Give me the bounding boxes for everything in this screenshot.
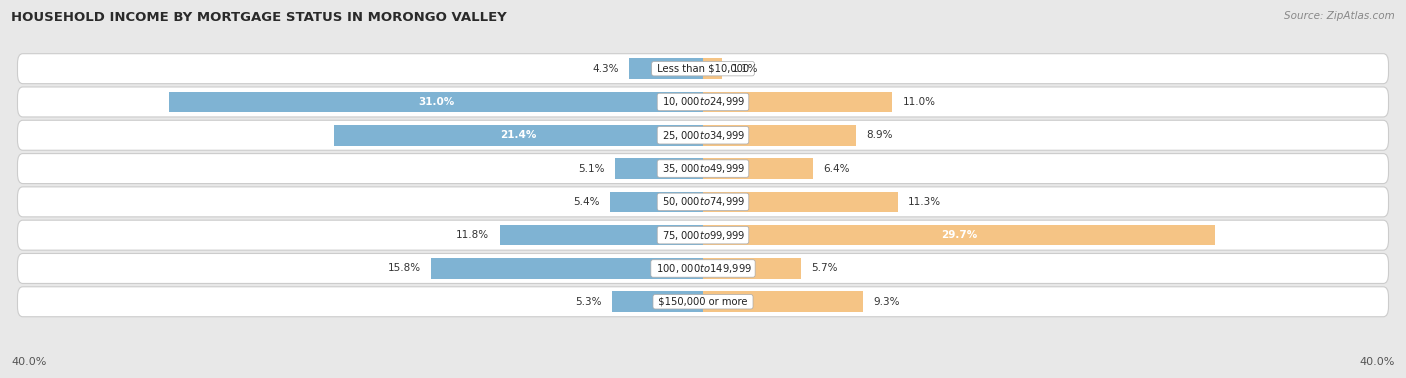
Text: 29.7%: 29.7%	[941, 230, 977, 240]
Bar	[703, 58, 721, 79]
FancyBboxPatch shape	[17, 120, 1389, 150]
FancyBboxPatch shape	[17, 87, 1389, 117]
Text: 8.9%: 8.9%	[866, 130, 893, 140]
FancyBboxPatch shape	[17, 187, 1389, 217]
Text: 9.3%: 9.3%	[873, 297, 900, 307]
Bar	[703, 258, 801, 279]
Text: Source: ZipAtlas.com: Source: ZipAtlas.com	[1284, 11, 1395, 21]
Text: 15.8%: 15.8%	[388, 263, 420, 273]
Text: 11.8%: 11.8%	[457, 230, 489, 240]
Bar	[612, 291, 703, 312]
Text: 5.4%: 5.4%	[574, 197, 599, 207]
Text: 5.7%: 5.7%	[811, 263, 838, 273]
Legend: Without Mortgage, With Mortgage: Without Mortgage, With Mortgage	[574, 375, 832, 378]
Bar	[499, 225, 703, 245]
Text: 1.1%: 1.1%	[733, 64, 759, 74]
FancyBboxPatch shape	[17, 153, 1389, 184]
Bar	[703, 291, 863, 312]
Bar	[610, 192, 703, 212]
Bar	[616, 158, 703, 179]
Text: 11.3%: 11.3%	[908, 197, 941, 207]
Text: 5.1%: 5.1%	[578, 164, 605, 174]
Text: 4.3%: 4.3%	[592, 64, 619, 74]
Text: $75,000 to $99,999: $75,000 to $99,999	[659, 229, 747, 242]
Text: $25,000 to $34,999: $25,000 to $34,999	[659, 129, 747, 142]
Text: 11.0%: 11.0%	[903, 97, 936, 107]
Bar	[335, 125, 703, 146]
FancyBboxPatch shape	[17, 54, 1389, 84]
Text: $35,000 to $49,999: $35,000 to $49,999	[659, 162, 747, 175]
Text: 21.4%: 21.4%	[501, 130, 537, 140]
Text: 40.0%: 40.0%	[1360, 357, 1395, 367]
Bar	[628, 58, 703, 79]
Bar	[703, 125, 856, 146]
Text: 31.0%: 31.0%	[418, 97, 454, 107]
Bar	[430, 258, 703, 279]
Text: Less than $10,000: Less than $10,000	[654, 64, 752, 74]
Bar	[169, 91, 703, 112]
FancyBboxPatch shape	[17, 220, 1389, 250]
Text: 6.4%: 6.4%	[824, 164, 851, 174]
Text: $10,000 to $24,999: $10,000 to $24,999	[659, 96, 747, 108]
Text: $50,000 to $74,999: $50,000 to $74,999	[659, 195, 747, 208]
FancyBboxPatch shape	[17, 254, 1389, 284]
Text: 5.3%: 5.3%	[575, 297, 602, 307]
Text: $100,000 to $149,999: $100,000 to $149,999	[652, 262, 754, 275]
Text: $150,000 or more: $150,000 or more	[655, 297, 751, 307]
FancyBboxPatch shape	[17, 287, 1389, 317]
Bar	[703, 158, 813, 179]
Bar	[703, 91, 893, 112]
Bar	[703, 225, 1215, 245]
Text: HOUSEHOLD INCOME BY MORTGAGE STATUS IN MORONGO VALLEY: HOUSEHOLD INCOME BY MORTGAGE STATUS IN M…	[11, 11, 508, 24]
Text: 40.0%: 40.0%	[11, 357, 46, 367]
Bar	[703, 192, 897, 212]
